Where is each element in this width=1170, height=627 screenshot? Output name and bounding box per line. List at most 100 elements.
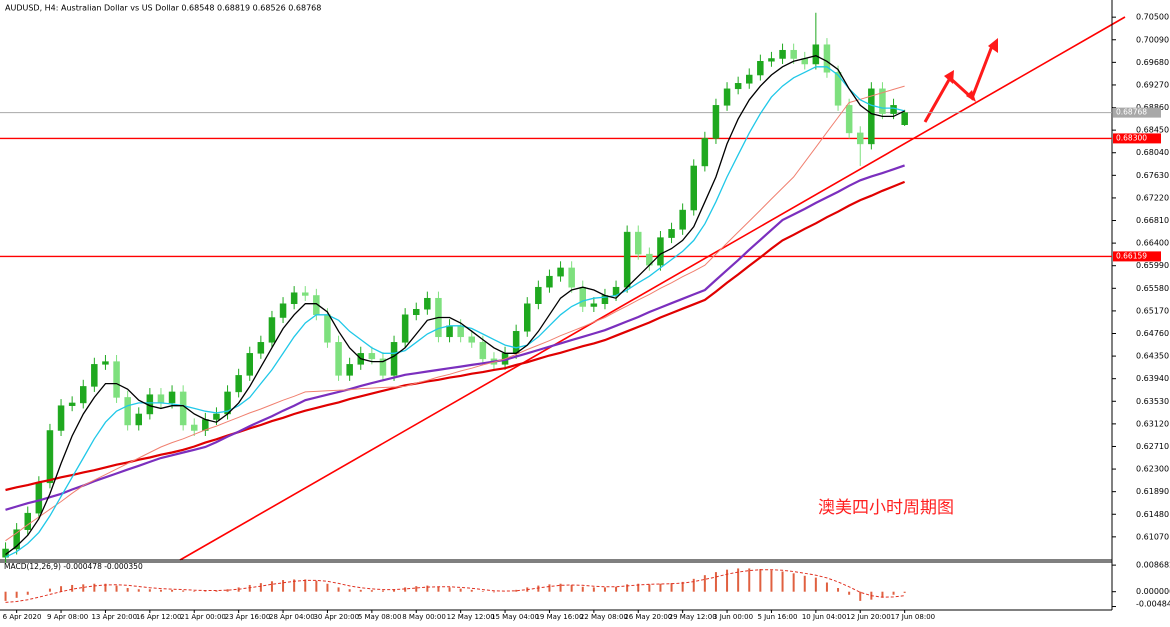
candle-body [413,308,420,316]
candle-body [68,402,76,406]
moving-average [5,55,905,556]
y-tick-label: 0.68040 [1136,148,1169,157]
candle-body [113,361,120,398]
candle-body [57,405,65,431]
candle-body [734,83,742,90]
candle-body [524,303,531,332]
candle-body [879,88,886,114]
candle-body [890,105,897,114]
candle-body [179,391,187,426]
candle-body [46,430,54,484]
price-label: 0.66159 [1116,251,1147,260]
candle-body [191,424,198,431]
candle-body [346,364,353,376]
candle-body [546,275,553,288]
moving-average [5,66,905,558]
candle-body [768,58,775,62]
candle-body [390,342,398,376]
arrow-head [966,90,976,102]
candle-body [24,512,31,530]
x-tick-label: 26 May 20:00 [624,613,672,621]
y-tick-label: 0.65170 [1136,306,1169,315]
x-tick-label: 9 Apr 08:00 [47,613,88,621]
candle-body [246,353,253,376]
candle-body [335,342,342,376]
candle-body [235,375,242,393]
x-tick-label: 6 Apr 2020 [3,613,42,621]
candle-body [268,317,276,343]
candle-body [845,105,853,134]
x-tick-label: 19 May 16:00 [535,613,583,621]
x-tick-label: 10 Jun 04:00 [802,613,846,621]
candle-body [512,331,520,354]
y-tick-label: 0.65990 [1136,261,1169,270]
candle-body [812,44,820,65]
y-tick-label: -0.004845 [1136,600,1170,609]
candle-body [401,314,409,343]
x-tick-label: 15 May 04:00 [491,613,539,621]
y-tick-label: 0.68450 [1136,126,1169,135]
candle-body [590,303,598,307]
y-tick-label: 0.63120 [1136,419,1169,428]
candle-body [712,105,720,139]
y-tick-label: 0.63530 [1136,397,1169,406]
candle-body [257,342,265,354]
candle-body [135,413,142,426]
x-tick-label: 21 Apr 00:00 [180,613,226,621]
price-label-box [1113,251,1161,262]
price-label: 0.68300 [1116,133,1147,142]
candle-body [157,394,165,404]
y-tick-label: 0.61480 [1136,510,1169,519]
x-tick-label: 8 May 00:00 [402,613,446,621]
candle-body [790,49,797,59]
y-tick-label: 0.62710 [1136,442,1169,451]
candle-body [368,353,376,360]
y-tick-label: 0.65580 [1136,284,1169,293]
y-tick-label: 0.67630 [1136,171,1169,180]
candle-body [679,209,686,230]
candle-body [379,358,387,376]
x-tick-label: 12 May 12:00 [447,613,495,621]
candle-body [446,325,453,338]
candle-body [746,74,753,84]
candle-body [779,49,786,59]
x-tick-label: 5 Jun 16:00 [757,613,797,621]
candle-body [124,397,131,426]
candle-body [35,482,43,514]
candle-body [635,231,642,255]
candle-body [657,237,664,266]
x-tick-label: 28 Apr 04:00 [269,613,315,621]
chart-title: AUDUSD, H4: Australian Dollar vs US Doll… [5,4,321,13]
candle-body [757,61,764,76]
y-tick-label: 0.63940 [1136,374,1169,383]
x-tick-label: 3 Jun 00:00 [713,613,753,621]
candle-body [468,336,475,343]
x-tick-label: 5 May 08:00 [358,613,402,621]
candle-body [701,138,709,167]
annotation: 澳美四小时周期图 [818,498,954,518]
candle-body [168,391,176,404]
x-tick-label: 29 May 12:00 [669,613,717,621]
y-tick-label: 0.64760 [1136,329,1169,338]
moving-average [5,85,905,542]
y-tick-label: 0.68860 [1136,103,1169,112]
moving-average [5,164,905,511]
arrow-path [923,45,994,123]
candle-body [290,292,298,304]
candle-body [557,267,564,277]
y-tick-label: 0.67220 [1136,193,1169,202]
price-label: 0.68768 [1116,108,1147,117]
price-label-box [1113,133,1161,144]
macd-signal [5,569,905,603]
candle-body [868,88,875,145]
x-tick-label: 17 Jun 08:00 [891,613,935,621]
y-tick-label: 0.66400 [1136,239,1169,248]
arrow-head [944,70,954,84]
candle-body [479,342,487,360]
candle-body [13,529,20,550]
candle-body [901,112,908,125]
candle-body [102,361,109,365]
candle-body [568,267,575,288]
